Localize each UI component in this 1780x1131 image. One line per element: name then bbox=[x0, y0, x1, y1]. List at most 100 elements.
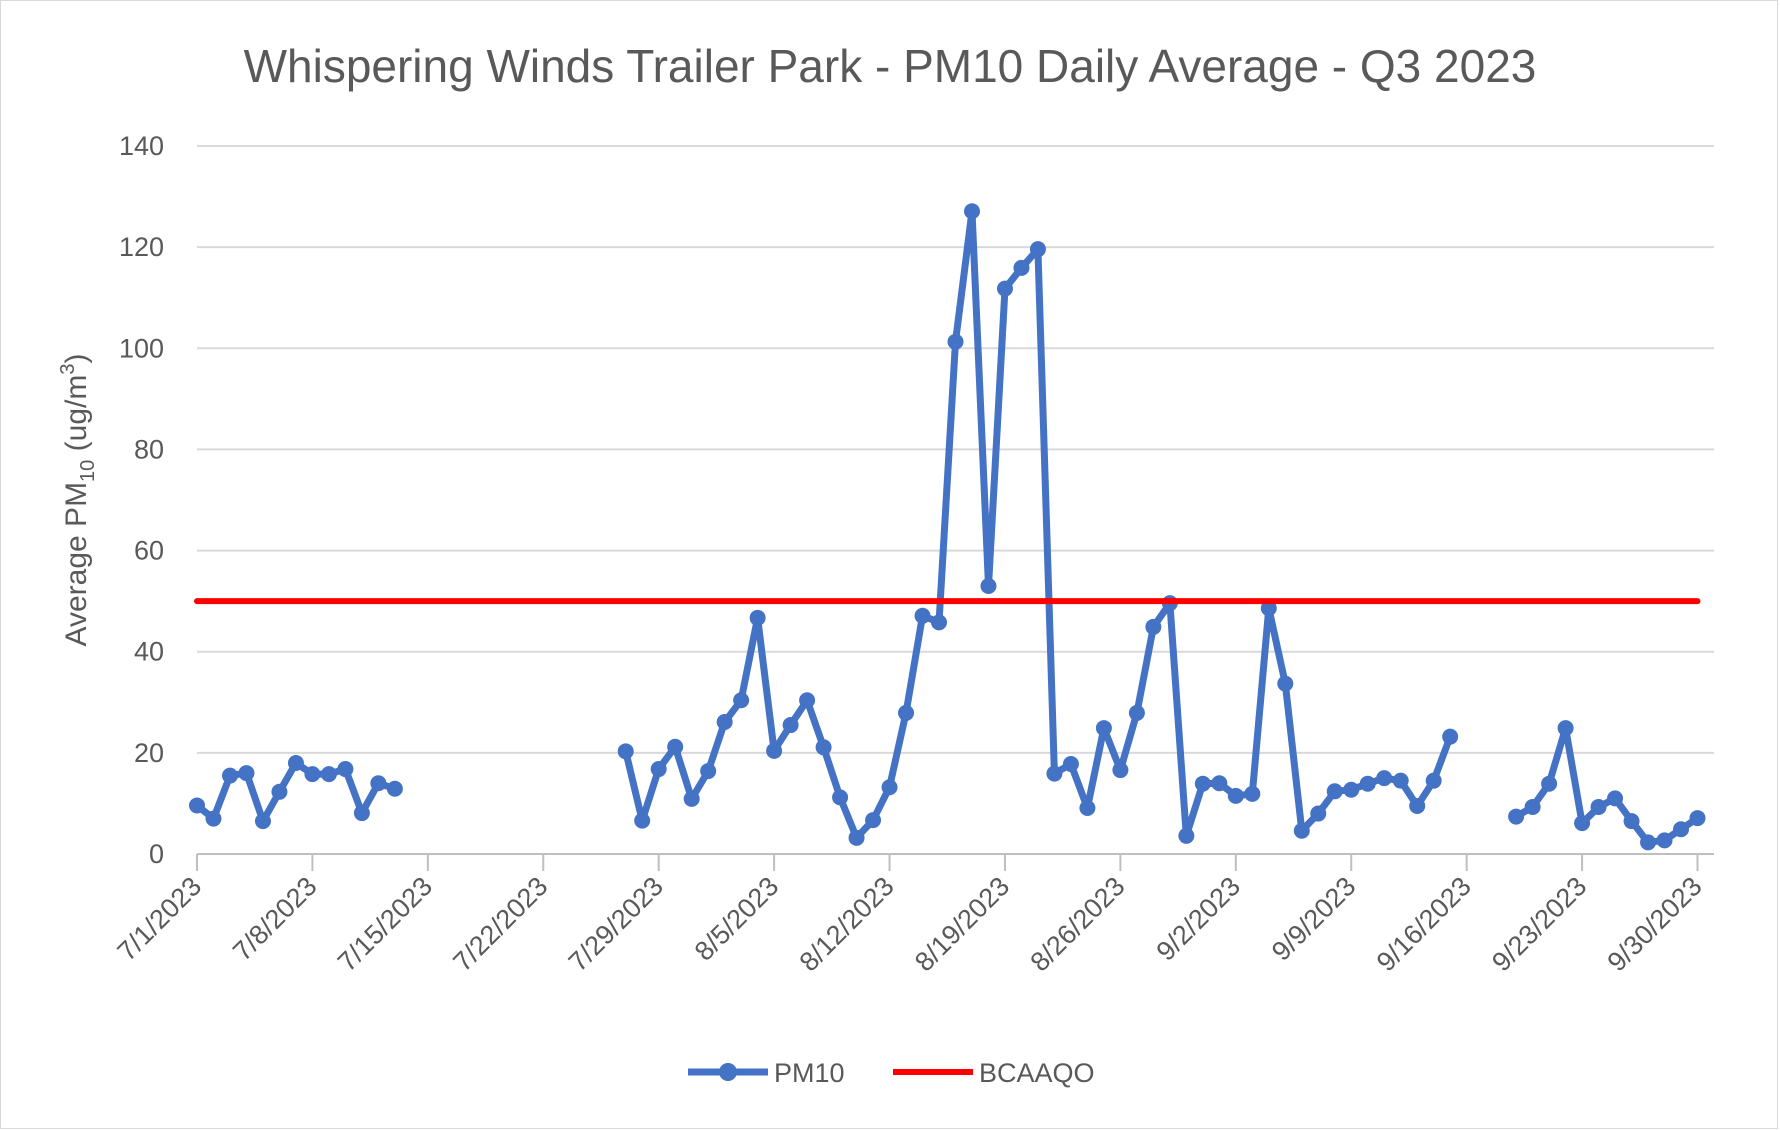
data-point bbox=[996, 280, 1013, 297]
data-point bbox=[733, 692, 750, 709]
data-point bbox=[865, 812, 882, 829]
x-tick-label: 8/12/2023 bbox=[794, 871, 900, 977]
data-point bbox=[271, 783, 288, 800]
data-point bbox=[1145, 618, 1162, 635]
series-line bbox=[622, 207, 1454, 842]
data-point bbox=[1260, 600, 1277, 617]
data-point bbox=[386, 780, 403, 797]
data-point bbox=[287, 754, 304, 771]
data-point bbox=[1656, 832, 1673, 849]
data-point bbox=[1524, 798, 1541, 815]
data-point bbox=[914, 607, 931, 624]
x-tick-label: 7/15/2023 bbox=[332, 871, 438, 977]
data-point bbox=[370, 775, 387, 792]
data-point bbox=[1640, 834, 1657, 851]
series-pm10 bbox=[189, 203, 1706, 851]
data-point bbox=[1046, 765, 1063, 782]
data-point bbox=[189, 797, 205, 814]
data-point bbox=[1425, 772, 1442, 789]
data-point bbox=[221, 767, 238, 784]
data-point bbox=[1673, 821, 1690, 838]
data-point bbox=[1343, 781, 1360, 798]
data-point bbox=[1029, 241, 1046, 258]
x-tick-label: 7/8/2023 bbox=[227, 871, 323, 967]
x-tick-label: 7/29/2023 bbox=[563, 871, 669, 977]
legend-label: BCAAQO bbox=[979, 1058, 1095, 1088]
data-point bbox=[667, 738, 684, 755]
data-point bbox=[1128, 704, 1145, 721]
data-point bbox=[1442, 728, 1459, 745]
data-point bbox=[1326, 783, 1343, 800]
data-point bbox=[1079, 799, 1096, 816]
data-point bbox=[1623, 813, 1640, 830]
data-point bbox=[1590, 798, 1607, 815]
x-tick-label: 8/19/2023 bbox=[909, 871, 1015, 977]
data-point bbox=[1293, 822, 1310, 839]
data-point bbox=[337, 761, 354, 778]
plot-area bbox=[189, 203, 1706, 851]
data-point bbox=[848, 829, 865, 846]
x-tick-label: 9/16/2023 bbox=[1371, 871, 1477, 977]
data-point bbox=[898, 704, 915, 721]
legend: PM10 BCAAQO bbox=[688, 1058, 1095, 1088]
data-point bbox=[1508, 808, 1525, 825]
y-tick-label: 120 bbox=[119, 232, 164, 262]
y-tick-label: 40 bbox=[134, 637, 164, 667]
data-point bbox=[634, 812, 651, 829]
data-point bbox=[931, 614, 948, 631]
data-point bbox=[254, 813, 271, 830]
data-point bbox=[815, 739, 832, 756]
data-point bbox=[617, 743, 634, 760]
data-point bbox=[1359, 775, 1376, 792]
data-point bbox=[881, 779, 898, 796]
legend-item-bcaaqo: BCAAQO bbox=[893, 1058, 1095, 1088]
data-point bbox=[1112, 762, 1129, 779]
data-point bbox=[1310, 805, 1327, 822]
data-point bbox=[1211, 775, 1228, 792]
data-point bbox=[1689, 810, 1706, 827]
data-point bbox=[700, 763, 717, 780]
x-tick-label: 8/5/2023 bbox=[689, 871, 785, 967]
data-point bbox=[1409, 797, 1426, 814]
data-point bbox=[1095, 720, 1112, 737]
y-axis-label-suffix: ) bbox=[60, 354, 93, 364]
data-point bbox=[353, 805, 370, 822]
data-point bbox=[799, 692, 816, 709]
x-tick-label: 9/9/2023 bbox=[1266, 871, 1362, 967]
x-axis-ticks: 7/1/2023 7/8/2023 7/15/2023 7/22/2023 7/29/2… bbox=[112, 854, 1708, 977]
y-axis-label-subscript: 10 bbox=[77, 460, 99, 482]
data-point bbox=[1013, 259, 1030, 276]
data-point bbox=[1227, 787, 1244, 804]
chart-title: Whispering Winds Trailer Park - PM10 Dai… bbox=[244, 40, 1537, 92]
y-axis-label-prefix: Average PM bbox=[60, 482, 93, 647]
data-point bbox=[1392, 772, 1409, 789]
data-point bbox=[963, 203, 980, 220]
x-tick-label: 9/2/2023 bbox=[1151, 871, 1247, 967]
y-tick-label: 140 bbox=[119, 131, 164, 161]
data-point bbox=[1376, 770, 1393, 787]
y-tick-label: 80 bbox=[134, 434, 164, 464]
x-tick-label: 9/23/2023 bbox=[1486, 871, 1592, 977]
gridlines bbox=[197, 145, 1714, 754]
x-tick-label: 7/22/2023 bbox=[447, 871, 553, 977]
x-tick-label: 7/1/2023 bbox=[112, 871, 208, 967]
y-tick-label: 100 bbox=[119, 333, 164, 363]
y-tick-label: 20 bbox=[134, 738, 164, 768]
legend-item-pm10: PM10 bbox=[688, 1058, 845, 1088]
data-point bbox=[1574, 815, 1591, 832]
data-point bbox=[782, 717, 799, 734]
data-point bbox=[716, 714, 733, 731]
data-point bbox=[766, 742, 783, 759]
data-point bbox=[1178, 827, 1195, 844]
data-point bbox=[832, 789, 849, 806]
data-point bbox=[980, 577, 997, 594]
data-point bbox=[1557, 720, 1574, 737]
y-tick-label: 60 bbox=[134, 536, 164, 566]
data-point bbox=[238, 765, 255, 782]
legend-marker bbox=[719, 1063, 737, 1081]
data-point bbox=[1541, 775, 1558, 792]
y-axis-label-superscript: 3 bbox=[57, 364, 79, 375]
data-point bbox=[947, 333, 964, 350]
